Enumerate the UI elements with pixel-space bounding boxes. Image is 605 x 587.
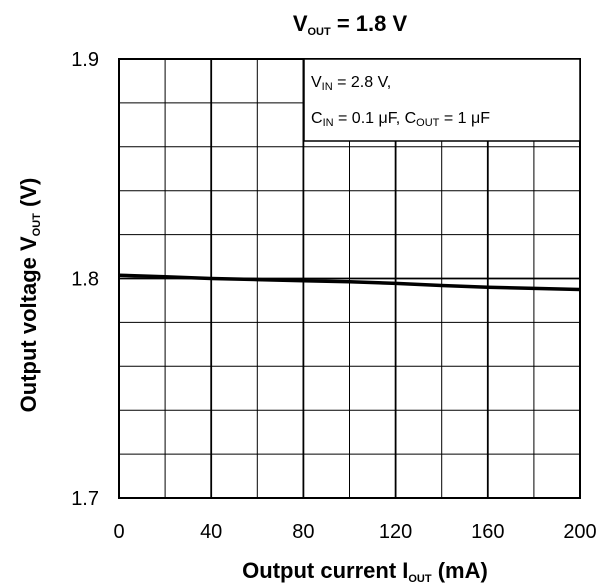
series-group (118, 273, 581, 292)
x-tick-label: 200 (563, 521, 596, 543)
y-tick-labels: 1.7 1.8 1.9 (71, 49, 99, 510)
condition-line-1: VIN = 2.8 V, (311, 74, 391, 93)
x-tick-label: 0 (113, 521, 124, 543)
y-tick-label: 1.9 (71, 49, 99, 71)
conditions-frame (303, 58, 581, 142)
y-tick-label: 1.8 (71, 269, 99, 291)
series-line-0 (118, 273, 581, 292)
conditions-box: VIN = 2.8 V, CIN = 0.1 μF, COUT = 1 μF (303, 58, 581, 142)
x-tick-label: 80 (292, 521, 314, 543)
x-tick-labels: 0 40 80 120 160 200 (113, 521, 596, 543)
x-tick-label: 40 (200, 521, 222, 543)
x-tick-label: 160 (471, 521, 504, 543)
x-axis-title: Output current IOUT (mA) (242, 558, 488, 585)
y-axis-title: Output voltage VOUT (V) (16, 178, 43, 413)
y-tick-label: 1.7 (71, 488, 99, 510)
condition-line-2: CIN = 0.1 μF, COUT = 1 μF (311, 110, 490, 129)
chart-title: VOUT = 1.8 V (293, 11, 408, 38)
x-tick-label: 120 (379, 521, 412, 543)
